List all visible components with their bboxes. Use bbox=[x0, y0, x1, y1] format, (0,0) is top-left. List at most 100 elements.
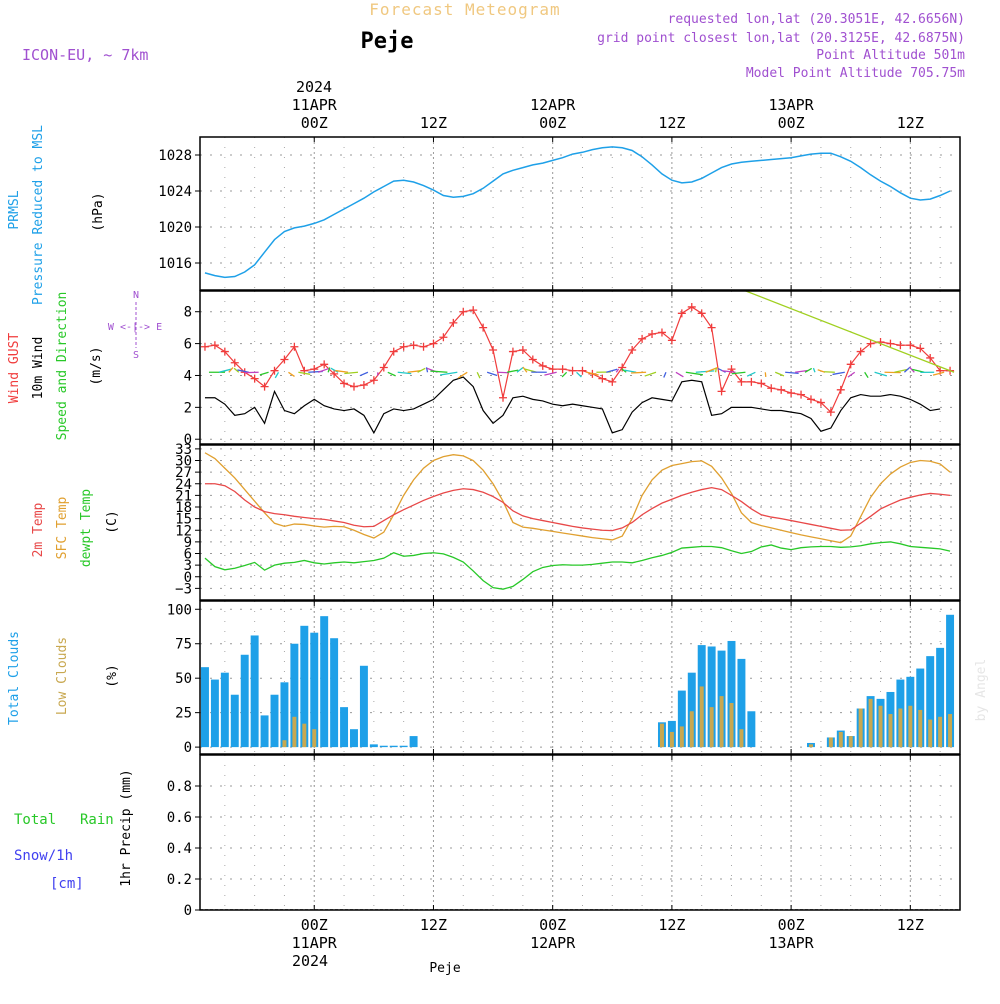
gust-marker bbox=[747, 378, 755, 386]
bottom-hour-label: 12Z bbox=[658, 916, 685, 934]
gust-marker bbox=[777, 386, 785, 394]
low-cloud-bar bbox=[869, 699, 873, 747]
data-layer bbox=[201, 615, 954, 747]
gust-marker bbox=[489, 346, 497, 354]
wind-unit-label: (m/s) bbox=[89, 346, 104, 385]
pressure-long-label: Pressure Reduced to MSL bbox=[31, 125, 46, 305]
gust-label: Wind GUST bbox=[7, 333, 22, 404]
wind-arrow bbox=[696, 371, 715, 372]
low-cloud-bar bbox=[720, 696, 724, 747]
wind-arrow bbox=[686, 372, 703, 375]
total-cloud-bar bbox=[380, 746, 388, 747]
precip-rain-label: Rain bbox=[80, 812, 114, 828]
gust-marker bbox=[598, 375, 606, 383]
low-cloud-bar bbox=[918, 710, 922, 747]
wind-arrow bbox=[716, 368, 717, 372]
y-tick-label: 2 bbox=[184, 400, 192, 416]
pressure-labels: PRMSL Pressure Reduced to MSL (hPa) bbox=[7, 125, 106, 305]
low-cloud-bar bbox=[829, 737, 833, 747]
compass-we: W <-|-> E bbox=[108, 322, 162, 333]
top-day-label: 12APR bbox=[530, 96, 576, 114]
precip-snow-label: Snow/1h bbox=[14, 848, 73, 864]
total-cloud-bar bbox=[211, 680, 219, 748]
wind-arrow bbox=[824, 372, 835, 373]
y-tick-label: 33 bbox=[175, 442, 192, 458]
wind-arrow bbox=[275, 372, 278, 378]
bottom-hour-label: 00Z bbox=[778, 916, 805, 934]
sfc-label: SFC Temp bbox=[55, 497, 70, 560]
y-tick-label: 1028 bbox=[158, 148, 192, 164]
y-tick-label: 8 bbox=[184, 305, 192, 321]
low-cloud-bar bbox=[700, 686, 704, 747]
pressure-line bbox=[205, 147, 950, 278]
bottom-day-label: 11APR bbox=[292, 934, 338, 952]
bottom-hour-label: 12Z bbox=[420, 916, 447, 934]
gust-marker bbox=[429, 340, 437, 348]
y-tick-label: 75 bbox=[175, 637, 192, 653]
model-label: ICON-EU, ~ 7km bbox=[22, 46, 148, 64]
y-tick-label: 6 bbox=[184, 337, 192, 353]
gust-marker bbox=[469, 306, 477, 314]
total-cloud-bar bbox=[251, 635, 259, 747]
gust-marker bbox=[211, 341, 219, 349]
total-cloud-bar bbox=[271, 695, 279, 747]
gust-marker bbox=[708, 324, 716, 332]
gust-marker bbox=[757, 379, 765, 387]
y-tick-label: 1020 bbox=[158, 220, 192, 236]
gust-marker bbox=[787, 389, 795, 397]
bottom-hour-label: 00Z bbox=[539, 916, 566, 934]
gust-marker bbox=[201, 343, 209, 351]
cloud-unit-label: (%) bbox=[105, 664, 120, 687]
t2m-line bbox=[205, 484, 950, 531]
low-cloud-bar bbox=[849, 736, 853, 747]
top-year-label: 2024 bbox=[296, 78, 332, 96]
speeddir-label: Speed and Direction bbox=[55, 292, 70, 441]
wind-arrow bbox=[477, 372, 480, 378]
gust-marker bbox=[678, 309, 686, 317]
gust-marker bbox=[767, 384, 775, 392]
precip-total-label: Total bbox=[14, 812, 56, 828]
total-cloud-bar bbox=[231, 695, 239, 747]
bottom-day-label: 13APR bbox=[769, 934, 815, 952]
wind10-line bbox=[205, 377, 940, 433]
y-tick-label: 0.6 bbox=[167, 810, 192, 826]
wind-arrow bbox=[318, 368, 329, 372]
total-cloud-bar bbox=[280, 682, 288, 747]
total-cloud-bar bbox=[221, 673, 229, 747]
wind-arrow bbox=[606, 369, 617, 372]
y-tick-label: 0 bbox=[184, 740, 192, 756]
total-cloud-bar bbox=[400, 746, 408, 747]
gust-marker bbox=[608, 378, 616, 386]
low-cloud-bar bbox=[809, 744, 813, 747]
gust-marker bbox=[559, 365, 567, 373]
gust-marker bbox=[698, 309, 706, 317]
gust-marker bbox=[350, 383, 358, 391]
low-clouds-label: Low Clouds bbox=[55, 637, 70, 715]
y-tick-label: 0.4 bbox=[167, 841, 192, 857]
total-cloud-bar bbox=[747, 711, 755, 747]
y-tick-label: 50 bbox=[175, 671, 192, 687]
total-cloud-bar bbox=[330, 638, 338, 747]
wind-arrow bbox=[260, 372, 269, 375]
y-tick-label: 1024 bbox=[158, 184, 192, 200]
station-name: Peje bbox=[361, 29, 414, 54]
gust-marker bbox=[797, 391, 805, 399]
top-hour-label: 00Z bbox=[539, 114, 566, 132]
dewpt-line bbox=[205, 542, 950, 589]
temp-labels: 2m Temp SFC Temp dewpt Temp (C) bbox=[31, 489, 120, 567]
precip-cm-label: [cm] bbox=[50, 876, 84, 892]
y-tick-label: 4 bbox=[184, 368, 192, 384]
wind-arrow bbox=[487, 372, 497, 375]
pressure-unit-label: (hPa) bbox=[91, 192, 106, 231]
low-cloud-bar bbox=[938, 717, 942, 747]
precip-labels: Total Rain Snow/1h [cm] 1hr Precip (mm) bbox=[14, 769, 134, 892]
low-cloud-bar bbox=[908, 706, 912, 747]
top-day-label: 11APR bbox=[292, 96, 338, 114]
low-cloud-bar bbox=[898, 709, 902, 748]
t2m-label: 2m Temp bbox=[31, 502, 46, 557]
